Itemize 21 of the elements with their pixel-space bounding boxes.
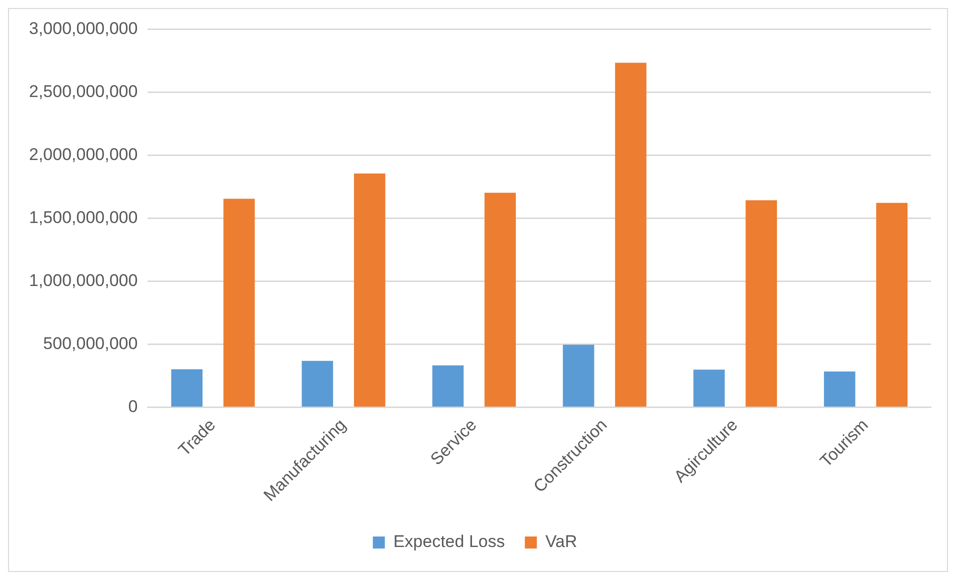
y-tick-label: 0 <box>128 397 138 416</box>
y-tick-label: 2,500,000,000 <box>28 82 138 101</box>
bar <box>876 202 908 407</box>
bar <box>302 360 334 407</box>
bar <box>223 198 255 407</box>
bar <box>484 192 516 407</box>
bar <box>354 174 386 407</box>
bar <box>824 371 856 407</box>
bar <box>432 365 464 407</box>
y-tick-label: 500,000,000 <box>43 334 138 354</box>
y-tick-label: 1,000,000,000 <box>28 271 138 290</box>
legend-label: Expected Loss <box>393 532 505 552</box>
y-tick-label: 1,500,000,000 <box>28 208 138 227</box>
y-tick-label: 2,000,000,000 <box>28 144 138 164</box>
bar <box>171 369 203 407</box>
legend-label: VaR <box>545 532 578 552</box>
bar <box>615 62 646 407</box>
bar <box>562 344 594 407</box>
bar <box>746 200 777 407</box>
y-tick-label: 3,000,000,000 <box>28 18 138 38</box>
bar <box>693 370 725 407</box>
